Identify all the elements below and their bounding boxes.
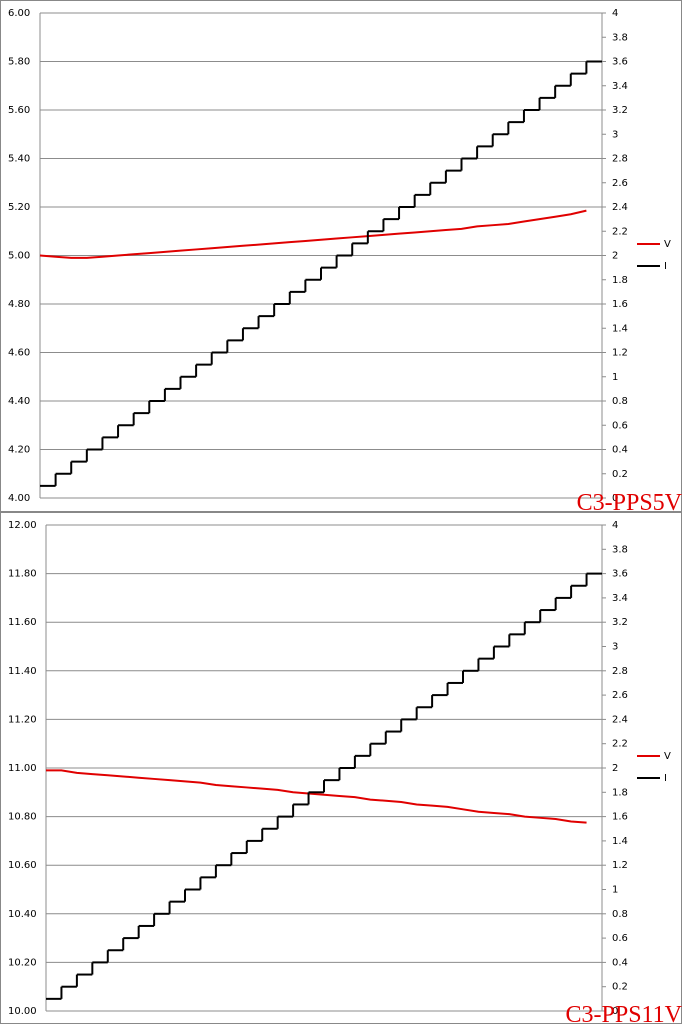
- y-tick-label: 11.80: [8, 569, 37, 580]
- y2-tick-label: 1: [612, 372, 618, 383]
- y2-tick-label: 1.2: [612, 348, 628, 359]
- y-tick-label: 4.00: [8, 493, 30, 504]
- chart-title: C3-PPS5V: [577, 490, 682, 516]
- y-tick-label: 5.60: [8, 105, 30, 116]
- y-tick-label: 5.40: [8, 154, 30, 165]
- y-tick-label: 11.20: [8, 714, 37, 725]
- chart: 4.00 4.20 4.40 4.60 4.80 5.00 5.20 5.40 5.60 5.80…: [8, 8, 682, 516]
- y-tick-label: 11.00: [8, 763, 37, 774]
- y2-tick-label: 3.6: [612, 57, 628, 68]
- y2-tick-label: 2.8: [612, 666, 628, 677]
- y2-tick-label: 1.2: [612, 860, 628, 871]
- y2-tick-label: 2.4: [612, 202, 628, 213]
- y-tick-label: 11.60: [8, 617, 37, 628]
- chart: 10.0010.2010.4010.6010.8011.0011.2011.40…: [8, 520, 682, 1024]
- y2-tick-label: 2.4: [612, 714, 628, 725]
- y2-tick-label: 0.6: [612, 933, 628, 944]
- y-tick-label: 4.20: [8, 445, 30, 456]
- y2-tick-label: 3.2: [612, 105, 628, 116]
- legend-label: I: [664, 773, 667, 784]
- y2-tick-label: 3.4: [612, 593, 628, 604]
- y2-tick-label: 3.8: [612, 544, 628, 555]
- y2-tick-label: 3: [612, 642, 618, 653]
- y2-tick-label: 2.6: [612, 690, 628, 701]
- y2-tick-label: 1.6: [612, 812, 628, 823]
- legend-label: V: [664, 751, 671, 762]
- y2-tick-label: 0: [612, 1006, 618, 1017]
- y2-tick-label: 4: [612, 8, 618, 19]
- y2-tick-label: 0.2: [612, 982, 628, 993]
- legend-label: I: [664, 261, 667, 272]
- y-tick-label: 4.40: [8, 396, 30, 407]
- y2-tick-label: 4: [612, 520, 618, 531]
- y2-tick-label: 1.6: [612, 299, 628, 310]
- y2-tick-label: 1.4: [612, 836, 628, 847]
- y-tick-label: 5.80: [8, 57, 30, 68]
- y2-tick-label: 3.8: [612, 32, 628, 43]
- y2-tick-label: 0.8: [612, 909, 628, 920]
- line-series: [46, 769, 587, 824]
- y2-tick-label: 2.8: [612, 154, 628, 165]
- y-tick-label: 12.00: [8, 520, 37, 531]
- y2-tick-label: 1.8: [612, 275, 628, 286]
- y-tick-label: 10.80: [8, 812, 37, 823]
- chart-title: C3-PPS11V: [566, 1002, 682, 1024]
- y2-tick-label: 3.6: [612, 569, 628, 580]
- y2-tick-label: 3: [612, 129, 618, 140]
- y2-tick-label: 0.6: [612, 420, 628, 431]
- y-tick-label: 10.60: [8, 860, 37, 871]
- y-tick-label: 10.20: [8, 957, 37, 968]
- y2-tick-label: 1: [612, 885, 618, 896]
- y2-tick-label: 0.4: [612, 957, 628, 968]
- y-tick-label: 5.00: [8, 251, 30, 262]
- y2-tick-label: 2.6: [612, 178, 628, 189]
- y-tick-label: 11.40: [8, 666, 37, 677]
- y-tick-label: 5.20: [8, 202, 30, 213]
- y2-tick-label: 2.2: [612, 739, 628, 750]
- y-tick-label: 4.60: [8, 348, 30, 359]
- y2-tick-label: 3.2: [612, 617, 628, 628]
- legend-label: V: [664, 239, 671, 250]
- y2-tick-label: 0.8: [612, 396, 628, 407]
- y-tick-label: 10.00: [8, 1006, 37, 1017]
- y2-tick-label: 0.4: [612, 445, 628, 456]
- y2-tick-label: 2: [612, 251, 618, 262]
- y2-tick-label: 2: [612, 763, 618, 774]
- y2-tick-label: 0.2: [612, 469, 628, 480]
- y-tick-label: 10.40: [8, 909, 37, 920]
- y2-tick-label: 1.8: [612, 787, 628, 798]
- y2-tick-label: 3.4: [612, 81, 628, 92]
- y2-tick-label: 2.2: [612, 226, 628, 237]
- line-series: [39, 209, 587, 259]
- y-tick-label: 6.00: [8, 8, 30, 19]
- y-tick-label: 4.80: [8, 299, 30, 310]
- y2-tick-label: 0: [612, 493, 618, 504]
- y2-tick-label: 1.4: [612, 323, 628, 334]
